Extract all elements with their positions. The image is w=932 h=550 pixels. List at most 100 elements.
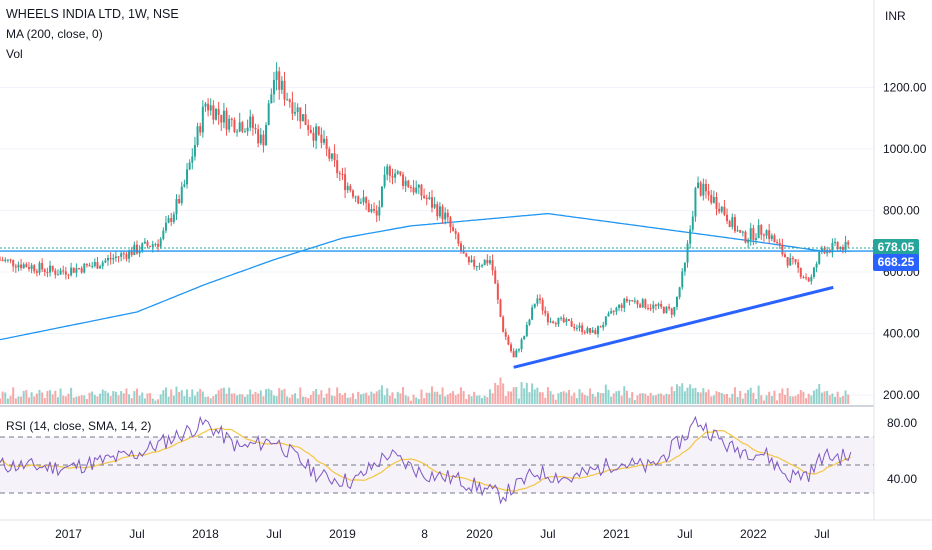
rsi-pane: [0, 415, 874, 505]
candle-body: [805, 277, 808, 279]
candle-body: [647, 307, 650, 309]
candle-body: [665, 306, 668, 314]
volume-bar: [799, 390, 802, 404]
volume-bar: [786, 388, 789, 404]
candle-body: [41, 263, 44, 270]
candle-body: [633, 300, 636, 302]
candle-body: [591, 330, 594, 333]
candle-body: [193, 144, 196, 157]
ma-legend[interactable]: MA (200, close, 0): [6, 27, 103, 41]
candle-body: [736, 230, 739, 232]
candle-body: [623, 298, 626, 308]
volume-bar: [467, 394, 470, 404]
vol-legend[interactable]: Vol: [6, 47, 23, 61]
volume-bar: [428, 392, 431, 404]
candle-body: [207, 103, 210, 111]
volume-bar: [515, 386, 518, 404]
candle-body: [404, 180, 407, 186]
volume-bar: [20, 396, 23, 404]
time-tick-label: Jul: [266, 527, 281, 541]
candle-body: [525, 324, 528, 336]
candle-body: [215, 108, 218, 120]
volume-bar: [760, 395, 763, 404]
volume-bar: [49, 390, 52, 404]
volume-bar: [610, 396, 613, 404]
candle-body: [104, 260, 107, 263]
volume-bar: [697, 392, 700, 404]
candle-body: [1, 259, 4, 261]
volume-bar: [91, 391, 94, 404]
candle-body: [341, 174, 344, 176]
candle-body: [578, 325, 581, 328]
candle-body: [246, 127, 249, 132]
candle-body: [170, 218, 173, 222]
volume-bar: [694, 387, 697, 404]
volume-bar: [230, 393, 233, 404]
last-price-badge: 678.05: [873, 238, 919, 256]
candle-body: [428, 197, 431, 200]
candle-body: [294, 112, 297, 114]
volume-bar: [768, 391, 771, 404]
volume-bar: [823, 391, 826, 404]
candle-body: [283, 80, 286, 100]
support-trendline[interactable]: [513, 285, 834, 369]
volume-bar: [607, 389, 610, 404]
candle-body: [546, 313, 549, 323]
volume-bar: [575, 398, 578, 404]
candle-body: [99, 266, 102, 269]
volume-bar: [17, 396, 20, 404]
candle-body: [702, 183, 705, 196]
volume-bar: [718, 392, 721, 404]
time-axis[interactable]: 2017 Jul 2018 Jul 2019 8 2020 Jul 2021 Jul 2022 Jul: [55, 527, 829, 541]
candle-body: [552, 321, 555, 324]
volume-bar: [238, 394, 241, 404]
candle-body: [712, 197, 715, 203]
volume-bar: [678, 386, 681, 404]
candle-body: [467, 256, 470, 263]
candle-body: [620, 304, 623, 308]
candle-body: [288, 99, 291, 103]
volume-bar: [749, 387, 752, 404]
volume-bar: [88, 392, 91, 404]
candle-body: [776, 242, 779, 244]
candle-body: [565, 319, 568, 323]
candle-body: [470, 259, 473, 263]
candle-body: [431, 197, 434, 208]
volume-bar: [135, 388, 138, 404]
chart-grid: [0, 87, 874, 396]
candle-body: [217, 108, 220, 115]
volume-bar: [280, 390, 283, 404]
volume-bar: [330, 395, 333, 404]
volume-bar: [225, 393, 228, 404]
volume-bar: [146, 393, 149, 404]
candle-body: [707, 191, 710, 195]
volume-bar: [199, 388, 202, 404]
candle-body: [581, 325, 584, 333]
candle-body: [172, 214, 175, 222]
candle-body: [344, 174, 347, 191]
volume-bar: [625, 390, 628, 404]
candle-body: [159, 238, 162, 247]
candle-body: [847, 241, 850, 245]
candle-body: [544, 310, 547, 314]
volume-bar: [294, 393, 297, 404]
volume-bar: [712, 395, 715, 404]
candle-body: [749, 228, 752, 240]
symbol-title[interactable]: WHEELS INDIA LTD, 1W, NSE: [6, 7, 179, 21]
volume-bar: [249, 389, 252, 404]
volume-bar: [93, 394, 96, 404]
candle-body: [457, 233, 460, 244]
rsi-tick-label: 80.00: [887, 416, 917, 430]
volume-bar: [386, 388, 389, 404]
candle-body: [689, 229, 692, 244]
volume-bar: [183, 396, 186, 404]
candle-body: [325, 138, 328, 149]
rsi-legend[interactable]: RSI (14, close, SMA, 14, 2): [6, 419, 152, 433]
candle-body: [799, 267, 802, 277]
volume-bar: [536, 387, 539, 404]
volume-bar: [815, 388, 818, 404]
volume-bar: [138, 395, 141, 404]
candle-body: [786, 257, 789, 266]
